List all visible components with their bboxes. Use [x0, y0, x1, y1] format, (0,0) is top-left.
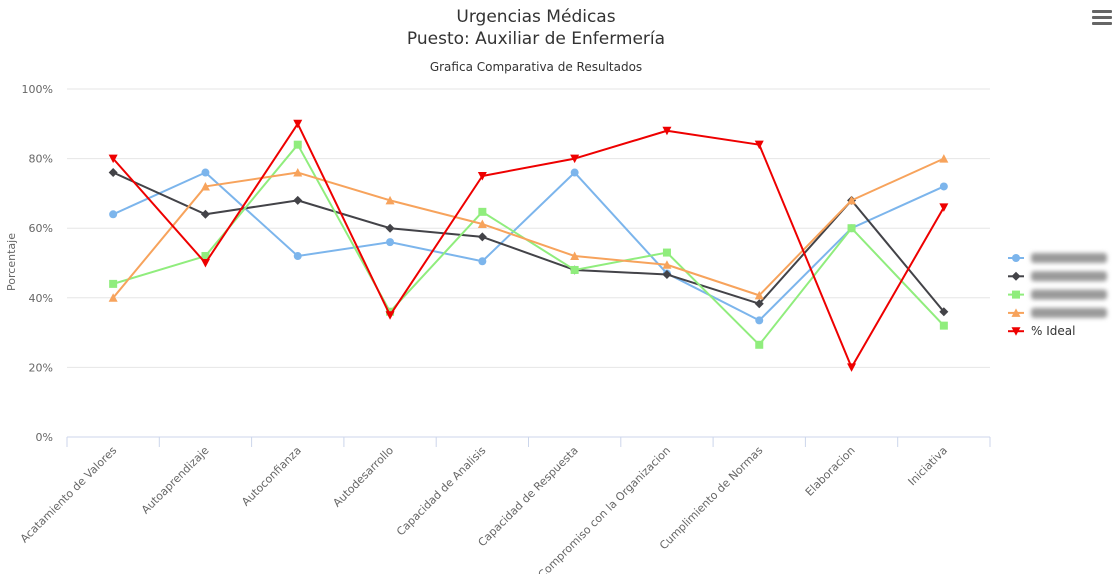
data-point[interactable]: [385, 223, 395, 233]
data-point[interactable]: [293, 140, 302, 149]
x-tick-label: Autoaprendizaje: [139, 444, 212, 517]
data-point[interactable]: [570, 265, 579, 274]
hamburger-menu-icon[interactable]: [1092, 8, 1112, 26]
data-point[interactable]: [847, 363, 857, 372]
data-point[interactable]: [754, 140, 764, 150]
y-axis-label: Porcentaje: [5, 233, 18, 291]
legend-label-redacted: [1031, 289, 1107, 300]
x-tick-label: Autoconfianza: [239, 444, 304, 509]
data-point[interactable]: [662, 248, 671, 257]
chart-title-line: Urgencias Médicas: [456, 7, 615, 27]
data-point[interactable]: [755, 340, 764, 349]
data-point[interactable]: [662, 269, 672, 279]
legend-item[interactable]: [1008, 271, 1107, 282]
y-axis: 0% 20% 40% 60% 80% 100%: [22, 83, 53, 444]
series-line[interactable]: [112, 143, 945, 346]
x-tick-label: Capacidad de Analisis: [394, 444, 489, 539]
data-point[interactable]: [385, 311, 395, 320]
legend: % Ideal: [1008, 253, 1107, 338]
legend-label: % Ideal: [1031, 324, 1075, 338]
data-point[interactable]: [478, 207, 487, 216]
data-point[interactable]: [477, 232, 487, 242]
data-point[interactable]: [570, 251, 580, 261]
data-point[interactable]: [662, 126, 672, 136]
x-tick-label: Acatamiento de Valores: [18, 444, 120, 546]
data-point[interactable]: [939, 321, 948, 330]
data-point[interactable]: [755, 316, 764, 325]
data-point[interactable]: [108, 293, 118, 302]
series-line[interactable]: [112, 171, 945, 322]
data-point[interactable]: [477, 219, 487, 229]
data-point[interactable]: [570, 168, 579, 177]
series-5: [108, 119, 949, 372]
series-2: [108, 168, 949, 317]
y-tick-label: 40%: [29, 292, 53, 305]
legend-item[interactable]: [1008, 307, 1107, 318]
y-tick-label: 100%: [22, 83, 53, 96]
legend-label-redacted: [1031, 307, 1107, 318]
data-point[interactable]: [108, 168, 118, 178]
data-point[interactable]: [386, 238, 395, 247]
legend-marker[interactable]: [1012, 290, 1020, 299]
y-tick-label: 20%: [29, 361, 53, 374]
x-tick-label: Capacidad de Respuesta: [476, 444, 581, 549]
data-point[interactable]: [939, 182, 948, 191]
series-line[interactable]: [112, 157, 945, 299]
y-tick-label: 80%: [29, 153, 53, 166]
y-tick-label: 0%: [36, 431, 53, 444]
data-point[interactable]: [477, 172, 487, 181]
data-point[interactable]: [478, 257, 487, 266]
series-4: [108, 154, 949, 302]
x-tick-label: Autodesarrollo: [330, 444, 396, 510]
data-point[interactable]: [293, 168, 303, 177]
y-tick-label: 60%: [29, 222, 53, 235]
data-point[interactable]: [847, 195, 857, 205]
data-point[interactable]: [939, 307, 949, 317]
legend-marker[interactable]: [1011, 308, 1021, 317]
data-point[interactable]: [200, 209, 210, 219]
data-point[interactable]: [200, 259, 210, 268]
data-point[interactable]: [201, 252, 210, 261]
data-point[interactable]: [293, 119, 303, 129]
data-point[interactable]: [570, 154, 580, 164]
data-point[interactable]: [293, 252, 302, 261]
data-point[interactable]: [847, 224, 856, 233]
x-axis: Acatamiento de Valores Autoaprendizaje Aut…: [18, 436, 991, 574]
series-line[interactable]: [112, 122, 945, 369]
legend-label-redacted: [1031, 253, 1107, 263]
data-point[interactable]: [939, 154, 949, 163]
data-point[interactable]: [662, 260, 672, 269]
x-tick-label: Cumplimiento de Normas: [657, 444, 766, 553]
series-1: [109, 168, 948, 325]
data-point[interactable]: [200, 181, 210, 191]
data-point[interactable]: [385, 195, 395, 205]
chart-title-line: Puesto: Auxiliar de Enfermería: [407, 29, 665, 49]
data-point[interactable]: [109, 279, 118, 288]
data-point[interactable]: [754, 299, 764, 309]
legend-item[interactable]: % Ideal: [1008, 324, 1075, 338]
legend-item[interactable]: [1008, 253, 1107, 263]
data-point[interactable]: [109, 210, 118, 219]
series-group: [108, 119, 949, 372]
grid-lines: [67, 88, 990, 368]
legend-marker[interactable]: [1011, 271, 1021, 281]
data-point[interactable]: [293, 195, 303, 205]
data-point[interactable]: [939, 203, 949, 212]
x-tick-label: Iniciativa: [906, 444, 950, 488]
legend-marker[interactable]: [1011, 327, 1021, 336]
series-line[interactable]: [112, 171, 945, 313]
legend-marker[interactable]: [1012, 254, 1020, 262]
x-tick-label: Elaboracion: [803, 444, 858, 499]
series-3: [109, 140, 948, 349]
data-point[interactable]: [108, 154, 118, 164]
data-point[interactable]: [754, 290, 764, 300]
legend-item[interactable]: [1008, 289, 1107, 300]
chart-subtitle: Grafica Comparativa de Resultados: [430, 60, 642, 74]
legend-label-redacted: [1031, 271, 1107, 282]
data-point[interactable]: [201, 168, 210, 177]
